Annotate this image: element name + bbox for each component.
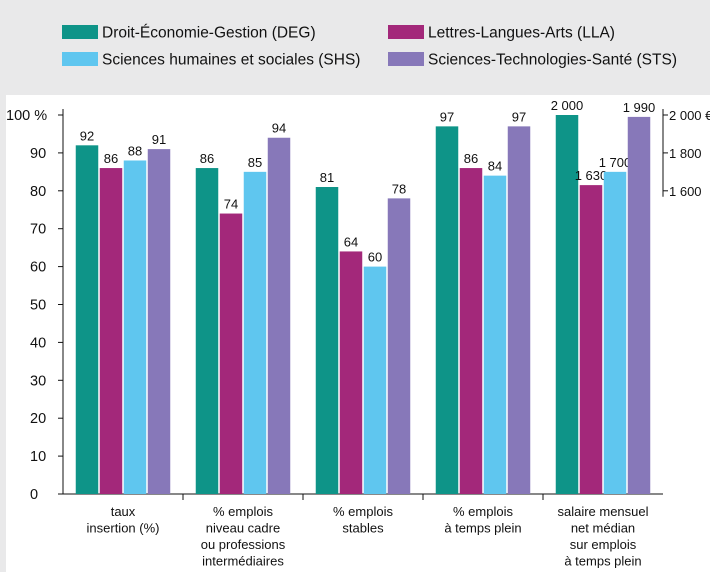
y-left-tick-label-9: 90 <box>30 146 46 162</box>
bar-label-1-3: 94 <box>272 121 286 136</box>
bar-label-2-2: 60 <box>368 250 382 265</box>
bar-3-0 <box>435 126 459 495</box>
bar-label-0-3: 91 <box>152 132 166 147</box>
x-category-label-1-3: intermédiaires <box>202 554 284 569</box>
bar-3-3 <box>507 126 531 495</box>
bar-4-1 <box>579 185 603 495</box>
bar-label-3-2: 84 <box>488 159 502 174</box>
bar-3-1 <box>459 168 483 494</box>
bar-0-2 <box>123 160 147 495</box>
legend-swatch-2 <box>62 52 98 66</box>
y-left-tick-label-0: 0 <box>30 487 38 503</box>
bar-label-2-3: 78 <box>392 181 406 196</box>
y-left-tick-label-2: 20 <box>30 411 46 427</box>
bar-label-0-2: 88 <box>128 143 142 158</box>
bar-label-3-1: 86 <box>464 151 478 166</box>
y-left-tick-label-5: 50 <box>30 298 46 314</box>
legend-label-2: Sciences humaines et sociales (SHS) <box>102 52 360 69</box>
bar-1-2 <box>243 171 267 494</box>
legend-swatch-3 <box>388 52 424 66</box>
x-category-label-2-1: stables <box>342 521 384 536</box>
x-category-label-4-0: salaire mensuel <box>557 504 648 519</box>
bar-1-1 <box>219 213 243 495</box>
bar-2-3 <box>387 198 411 494</box>
bar-3-2 <box>483 175 507 494</box>
bar-label-3-3: 97 <box>512 109 526 124</box>
bar-1-0 <box>195 168 219 494</box>
bar-2-0 <box>315 187 339 494</box>
y-left-tick-label-3: 30 <box>30 373 46 389</box>
legend-swatch-0 <box>62 25 98 39</box>
y-right-tick-label-1: 1 800 <box>669 146 702 161</box>
y-left-tick-label-6: 60 <box>30 260 46 276</box>
y-left-tick-label-7: 70 <box>30 222 46 238</box>
x-category-label-3-1: à temps plein <box>444 521 521 536</box>
bar-2-2 <box>363 266 387 494</box>
bar-0-0 <box>75 145 99 494</box>
x-category-label-4-3: à temps plein <box>564 554 641 569</box>
y-left-tick-label-1: 10 <box>30 449 46 465</box>
bar-0-1 <box>99 168 123 494</box>
bar-label-4-1: 1 630 <box>575 168 608 183</box>
x-category-label-1-2: ou professions <box>201 537 286 552</box>
x-category-label-1-1: niveau cadre <box>206 521 280 536</box>
bar-label-0-0: 92 <box>80 128 94 143</box>
x-category-label-0-1: insertion (%) <box>87 521 160 536</box>
bar-label-4-3: 1 990 <box>623 100 656 115</box>
y-right-tick-label-0: 1 600 <box>669 184 702 199</box>
bar-1-3 <box>267 137 291 495</box>
y-left-tick-label-8: 80 <box>30 184 46 200</box>
bar-4-3 <box>627 116 651 495</box>
x-category-label-3-0: % emplois <box>453 504 513 519</box>
bar-label-3-0: 97 <box>440 109 454 124</box>
bar-label-1-1: 74 <box>224 197 238 212</box>
plot-area: 0 10 20 30 40 50 60 70 80 90 100 % 1 600 1 800 2 000 … <box>6 98 710 569</box>
legend: Droit-Économie-Gestion (DEG) Lettres-Lang… <box>62 25 677 69</box>
x-category-label-2-0: % emplois <box>333 504 393 519</box>
bar-0-3 <box>147 149 171 495</box>
bar-label-4-0: 2 000 <box>551 98 584 113</box>
bar-4-2 <box>603 171 627 494</box>
bar-label-1-0: 86 <box>200 151 214 166</box>
legend-swatch-1 <box>388 25 424 39</box>
bar-label-1-2: 85 <box>248 155 262 170</box>
bar-4-0 <box>555 115 579 494</box>
x-category-label-4-2: sur emplois <box>570 537 637 552</box>
bar-label-2-0: 81 <box>320 170 334 185</box>
y-right-tick-label-2: 2 000 € <box>669 108 710 123</box>
y-left-tick-label-10: 100 % <box>6 108 47 124</box>
legend-label-0: Droit-Économie-Gestion (DEG) <box>102 25 316 42</box>
legend-label-3: Sciences-Technologies-Santé (STS) <box>428 52 677 69</box>
bar-label-4-2: 1 700 <box>599 155 632 170</box>
x-category-label-4-1: net médian <box>571 521 635 536</box>
bar-2-1 <box>339 251 363 494</box>
y-left-tick-label-4: 40 <box>30 335 46 351</box>
x-category-label-0-0: taux <box>111 504 136 519</box>
x-category-label-1-0: % emplois <box>213 504 273 519</box>
bar-label-0-1: 86 <box>104 151 118 166</box>
bar-label-2-1: 64 <box>344 234 358 249</box>
legend-label-1: Lettres-Langues-Arts (LLA) <box>428 25 615 42</box>
